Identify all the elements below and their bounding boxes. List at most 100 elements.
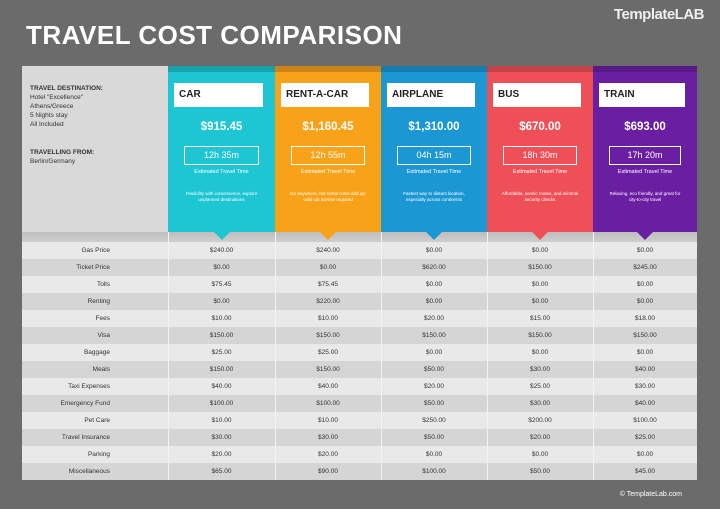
table-row: Miscellaneous $65.00 $90.00 $100.00 $50.00 $4… — [22, 462, 697, 480]
cost-cell: $50.00 — [424, 399, 444, 407]
cost-cell: $100.00 — [209, 399, 234, 407]
cost-cell: $0.00 — [636, 348, 654, 356]
option-name: CAR — [174, 83, 263, 107]
option-time: 12h 35m — [184, 146, 259, 165]
cost-cell: $0.00 — [213, 297, 230, 305]
column-divider — [381, 232, 382, 480]
notch — [637, 232, 653, 240]
option-header: TRAIN $693.00 17h 20m Estimated Travel Time… — [593, 66, 697, 240]
cost-cell: $0.00 — [531, 348, 549, 356]
cost-cell: $30.00 — [530, 365, 550, 373]
table-row: Travel Insurance $30.00 $30.00 $50.00 $20.00… — [22, 428, 697, 446]
option-description: Flexibility with convenience, explore un… — [185, 191, 258, 202]
cost-cell: $90.00 — [318, 467, 338, 475]
cost-cell: $0.00 — [636, 280, 654, 288]
row-label: Tolls — [96, 280, 110, 288]
cost-cell: $25.00 — [635, 433, 655, 441]
cost-cell: $0.00 — [213, 263, 230, 271]
table-row: Pet Care $10.00 $10.00 $250.00 $200.00 $100.0… — [22, 411, 697, 429]
cost-cell: $20.00 — [318, 450, 338, 458]
cost-cell: $10.00 — [211, 314, 232, 322]
row-label: Pet Care — [84, 416, 110, 424]
cost-cell: $150.00 — [209, 365, 234, 373]
cost-cell: $25.00 — [318, 348, 338, 356]
cost-cell: $0.00 — [531, 297, 549, 305]
notch — [320, 232, 336, 240]
cost-cell: $30.00 — [530, 399, 550, 407]
cost-cell: $10.00 — [211, 416, 232, 424]
cost-cell: $245.00 — [633, 263, 657, 271]
table-row: Fees $10.00 $10.00 $20.00 $15.00 $18.00 — [22, 309, 697, 327]
option-name: BUS — [493, 83, 581, 107]
cost-cell: $30.00 — [635, 382, 655, 390]
cost-cell: $100.00 — [316, 399, 340, 407]
destination-label: TRAVEL DESTINATION: — [30, 85, 103, 92]
cost-cell: $20.00 — [424, 382, 444, 390]
option-header: CAR $915.45 12h 35m Estimated Travel Time Fl… — [168, 66, 275, 240]
row-label: Gas Price — [81, 246, 110, 254]
header-strip — [381, 66, 487, 72]
cost-cell: $150.00 — [528, 331, 552, 339]
option-time: 12h 55m — [291, 146, 365, 165]
option-total: $915.45 — [200, 121, 243, 133]
logo: TemplateLAB — [613, 6, 705, 23]
cost-cell: $150.00 — [528, 263, 552, 271]
title: TRAVEL COST COMPARISON — [26, 20, 403, 50]
cost-cell: $0.00 — [425, 450, 443, 458]
row-label: Parking — [87, 450, 110, 458]
option-header: BUS $670.00 18h 30m Estimated Travel Time Af… — [487, 66, 593, 240]
destination-line: All Included — [30, 121, 64, 128]
cost-cell: $65.00 — [211, 467, 232, 475]
time-label: Estimated Travel Time — [300, 169, 356, 175]
cost-cell: $0.00 — [636, 246, 654, 254]
cost-cell: $20.00 — [424, 314, 444, 322]
row-label: Meals — [92, 365, 110, 373]
cost-cell: $0.00 — [531, 450, 549, 458]
cost-cell: $15.00 — [530, 314, 550, 322]
option-name: AIRPLANE — [387, 83, 475, 107]
cost-cell: $50.00 — [424, 365, 444, 373]
cost-cell: $0.00 — [636, 450, 654, 458]
cost-cell: $0.00 — [531, 280, 549, 288]
cost-cell: $10.00 — [318, 314, 338, 322]
header-strip — [275, 66, 381, 72]
cost-cell: $240.00 — [316, 246, 340, 254]
table-row: Meals $150.00 $150.00 $50.00 $30.00 $40.00 — [22, 360, 697, 378]
cost-cell: $25.00 — [530, 382, 550, 390]
option-total: $693.00 — [624, 121, 666, 133]
table-row: Baggage $25.00 $25.00 $0.00 $0.00 $0.00 — [22, 343, 697, 361]
cost-cell: $0.00 — [636, 297, 654, 305]
footer: © TemplateLab.com — [619, 491, 682, 498]
cost-cell: $100.00 — [422, 467, 446, 475]
table-row: Taxi Expenses $40.00 $40.00 $20.00 $25.00 $30… — [22, 377, 697, 395]
cost-cell: $0.00 — [425, 280, 443, 288]
cost-cell: $20.00 — [530, 433, 550, 441]
option-description: Relaxing, eco friendly, and great for ci… — [609, 191, 681, 202]
row-label: Fees — [95, 314, 110, 322]
option-header: AIRPLANE $1,310.00 04h 15m Estimated Travel… — [381, 66, 487, 240]
row-label: Ticket Price — [76, 263, 110, 271]
option-total: $1,160.45 — [302, 121, 354, 133]
row-label: Travel Insurance — [61, 433, 110, 441]
cost-cell: $20.00 — [211, 450, 232, 458]
option-description: Fastest way to distant location, especia… — [403, 191, 465, 202]
cost-cell: $75.45 — [318, 280, 338, 288]
notch — [213, 232, 230, 240]
option-time: 04h 15m — [397, 146, 471, 165]
cost-cell: $150.00 — [422, 331, 446, 339]
cost-cell: $240.00 — [209, 246, 234, 254]
table-row: Renting $0.00 $220.00 $0.00 $0.00 $0.00 — [22, 292, 697, 310]
cost-cell: $18.00 — [635, 314, 655, 322]
cost-cell: $150.00 — [316, 365, 340, 373]
column-divider — [487, 232, 488, 480]
table-row: Ticket Price $0.00 $0.00 $620.00 $150.00 $245… — [22, 258, 697, 276]
notch — [426, 232, 442, 240]
destination-line: Athens/Greece — [30, 103, 74, 110]
cost-cell: $100.00 — [633, 416, 657, 424]
cost-cell: $25.00 — [211, 348, 232, 356]
option-time: 17h 20m — [609, 146, 681, 165]
header-strip — [487, 66, 593, 72]
cost-cell: $250.00 — [422, 416, 446, 424]
cost-cell: $40.00 — [635, 399, 655, 407]
